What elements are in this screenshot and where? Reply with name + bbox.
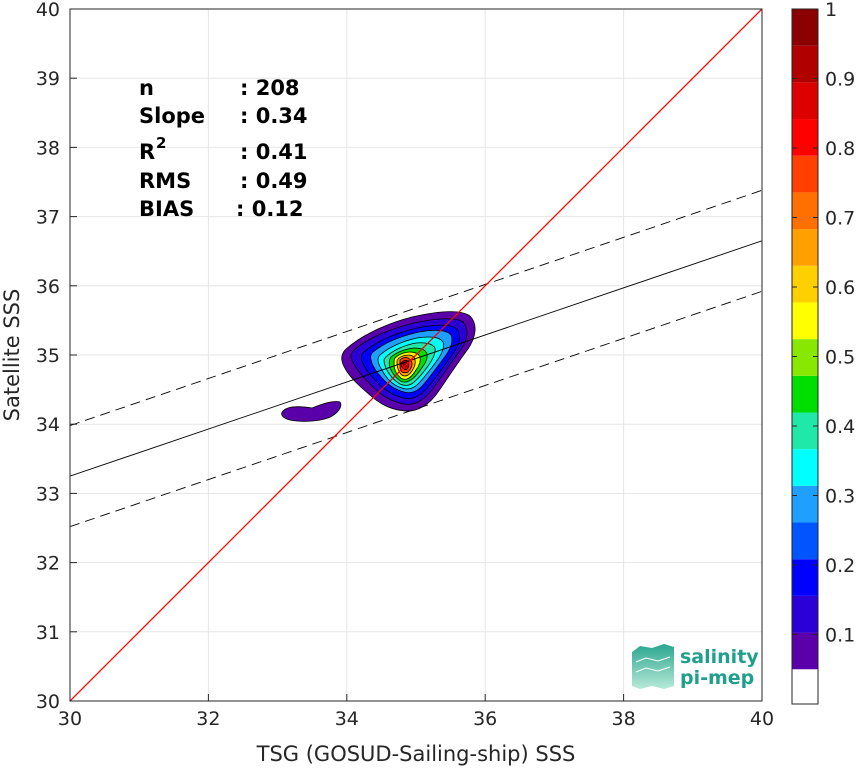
- contour-level-1-blob: [281, 401, 342, 422]
- stat-r2-superscript: 2: [156, 134, 166, 152]
- colorbar-swatch: [792, 45, 818, 83]
- colorbar-tick-label: 0.9: [825, 69, 855, 91]
- colorbar-swatch: [792, 375, 818, 413]
- y-tick-label: 40: [36, 0, 60, 21]
- y-tick-label: 38: [36, 137, 60, 159]
- identity-line: [70, 9, 762, 701]
- colorbar-tick-label: 0.3: [825, 486, 855, 508]
- stat-slope-label: Slope: [139, 104, 205, 128]
- y-tick-label: 35: [36, 345, 60, 367]
- y-tick-label: 39: [36, 68, 60, 90]
- x-tick-label: 30: [58, 708, 82, 730]
- stat-rms-value: : 0.49: [240, 169, 308, 193]
- salinity-pi-mep-logo: salinity pi-mep: [632, 644, 759, 689]
- colorbar-swatch: [792, 119, 818, 156]
- x-tick-label: 32: [196, 708, 220, 730]
- y-tick-label: 37: [36, 207, 60, 229]
- stat-r2-value: : 0.41: [240, 140, 308, 164]
- colorbar-tick-label: 0.2: [825, 555, 855, 577]
- grid: [69, 8, 763, 702]
- x-tick-label: 36: [473, 708, 497, 730]
- colorbar-tick-label: 0.1: [825, 625, 855, 647]
- colorbar-tick-label: 0.7: [825, 208, 855, 230]
- y-axis: 30 31 32 33 34 35 36 37 38 39 40: [36, 0, 77, 713]
- y-axis-title: Satellite SSS: [0, 289, 24, 422]
- fit-bound-lower-line: [70, 290, 762, 528]
- colorbar-ticks: 0.1 0.2 0.3 0.4 0.5 0.6 0.7 0.8 0.9 1: [792, 0, 855, 647]
- stat-rms-label: RMS: [139, 169, 191, 193]
- colorbar-swatch: [792, 412, 818, 450]
- colorbar-swatch: [792, 302, 818, 340]
- y-tick-label: 34: [36, 414, 60, 436]
- stat-n-label: n: [139, 76, 154, 100]
- y-tick-label: 33: [36, 483, 60, 505]
- logo-wave-icon: [632, 644, 674, 689]
- colorbar-swatch: [792, 9, 818, 46]
- colorbar-tick-label: 0.5: [825, 347, 855, 369]
- stats-box: n : 208 Slope : 0.34 R 2 : 0.41 RMS : 0.…: [139, 76, 308, 221]
- x-axis: 30 32 34 36 38 40: [58, 694, 774, 730]
- colorbar: 0.1 0.2 0.3 0.4 0.5 0.6 0.7 0.8 0.9 1: [791, 0, 855, 705]
- colorbar-swatch: [792, 632, 818, 670]
- colorbar-tick-label: 1: [825, 0, 837, 21]
- x-axis-title: TSG (GOSUD-Sailing-ship) SSS: [256, 742, 576, 766]
- colorbar-swatch: [792, 522, 818, 560]
- logo-line2: pi-mep: [680, 667, 754, 689]
- x-tick-label: 34: [335, 708, 359, 730]
- colorbar-swatch: [792, 339, 818, 376]
- colorbar-swatches: [792, 9, 818, 704]
- colorbar-swatch: [792, 669, 818, 704]
- stat-bias-label: BIAS: [139, 197, 194, 221]
- fit-line: [70, 240, 762, 477]
- colorbar-swatch: [792, 229, 818, 266]
- colorbar-swatch: [792, 192, 818, 230]
- y-tick-label: 31: [36, 622, 60, 644]
- stat-bias-value: : 0.12: [236, 197, 304, 221]
- fit-bound-upper-line: [70, 189, 762, 427]
- x-tick-label: 40: [750, 708, 774, 730]
- logo-wave-stripe: [635, 656, 671, 673]
- colorbar-swatch: [792, 82, 818, 120]
- stat-r2-label: R: [139, 140, 155, 164]
- colorbar-tick-label: 0.4: [825, 416, 855, 438]
- stat-n-value: : 208: [240, 76, 300, 100]
- y-tick-label: 32: [36, 553, 60, 575]
- colorbar-tick-label: 0.8: [825, 138, 855, 160]
- y-tick-label: 30: [36, 691, 60, 713]
- colorbar-swatch: [792, 155, 818, 193]
- logo-line1: salinity: [680, 646, 759, 668]
- colorbar-swatch: [792, 265, 818, 303]
- colorbar-tick-label: 0.6: [825, 277, 855, 299]
- y-tick-label: 36: [36, 276, 60, 298]
- x-tick-label: 38: [612, 708, 636, 730]
- colorbar-swatch: [792, 595, 818, 633]
- stat-slope-value: : 0.34: [240, 104, 308, 128]
- colorbar-swatch: [792, 449, 818, 486]
- colorbar-swatch: [792, 485, 818, 523]
